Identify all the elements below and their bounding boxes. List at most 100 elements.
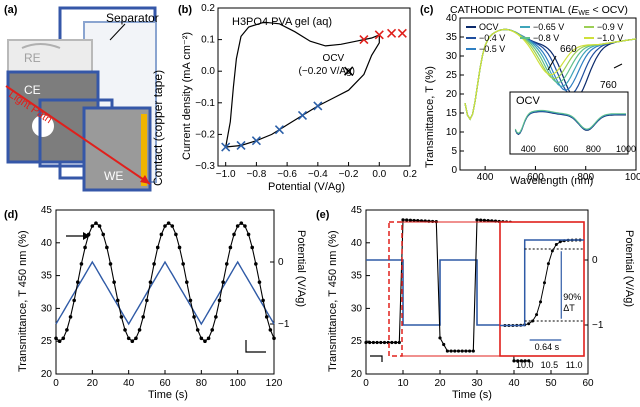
x-tick-label: 20 xyxy=(87,378,99,389)
y-tick-label: 45 xyxy=(351,205,363,216)
panel-b-axes: −1.0 −0.8 −0.6 −0.4 −0.2 0.0 0.2 −0.3 −0.2 −0.1 0.… xyxy=(195,3,417,180)
transmittance-step-point xyxy=(431,219,435,224)
inset-spectrum xyxy=(514,110,626,135)
left-axis-arrow-e xyxy=(370,355,383,362)
transmittance-point xyxy=(177,245,182,250)
zoom-region xyxy=(388,221,403,357)
spectra-series xyxy=(464,28,637,121)
light-path-arrowhead xyxy=(140,175,150,184)
legend-label: −0.9 V xyxy=(597,22,623,32)
ocv-label: OCV xyxy=(323,53,345,64)
transmittance-step-point xyxy=(390,340,394,345)
inset-x-tick-label: 1000 xyxy=(616,144,636,154)
arrow-660 xyxy=(547,55,557,71)
inset-x-tick-label: 400 xyxy=(521,144,536,154)
re-wire xyxy=(21,43,61,49)
panel-d-ylabel-right: Potential (V/Ag) xyxy=(295,230,307,307)
y-tick-label: 45 xyxy=(41,205,53,216)
transmittance-step-point xyxy=(401,218,405,222)
right-axis-arrow xyxy=(245,340,266,353)
blue-marker xyxy=(221,142,231,152)
y-tick-label: 10 xyxy=(446,127,458,138)
panel-c-inset-frame xyxy=(509,91,629,155)
x-tick-label: 50 xyxy=(545,378,557,389)
transmittance-step-point xyxy=(479,218,483,222)
transmittance-step-point xyxy=(460,349,464,353)
light-path-arrow xyxy=(5,85,151,185)
panel-c-title: CATHODIC POTENTIAL (EWE < OCV) xyxy=(450,4,628,17)
x-tick-label: −0.6 xyxy=(277,169,297,180)
panel-e: (e) 0 10 20 30 40 50 60 20 25 30 35 40 45 0 −1 90%ΔT 0.… xyxy=(316,205,635,401)
y-tick-label: 0 xyxy=(451,165,457,176)
blue-marker xyxy=(297,110,308,121)
transmittance-point xyxy=(264,315,269,319)
transmittance-point xyxy=(254,262,258,266)
x-tick-label: 400 xyxy=(477,172,494,183)
transmittance-point xyxy=(243,224,247,228)
x-tick-label: 800 xyxy=(577,172,594,183)
inset-x-tick-label: 10.5 xyxy=(541,360,559,370)
transmittance-point xyxy=(97,224,102,228)
panel-e-xlabel: Time (s) xyxy=(452,389,492,401)
transmittance-step-point xyxy=(375,340,379,345)
re-label: RE xyxy=(24,51,41,65)
transmittance-point xyxy=(141,315,145,319)
transmittance-point xyxy=(145,298,149,303)
transmittance-point xyxy=(250,245,254,250)
transmittance-point xyxy=(163,224,167,228)
transmittance-step-point xyxy=(527,359,531,363)
y-tick-label: 40 xyxy=(41,238,53,249)
transmittance-step-point xyxy=(368,340,372,345)
legend-label: −0.8 V xyxy=(533,33,559,43)
y-tick-label: 25 xyxy=(41,336,53,347)
x-tick-label: 0.0 xyxy=(372,169,386,180)
separator-label: Separator xyxy=(106,11,159,25)
inset-x-tick-label: 10.0 xyxy=(516,360,534,370)
transmittance-point xyxy=(94,221,98,225)
panel-e-ylabel: Transmittance, T 450 nm (%) xyxy=(327,230,339,372)
panel-c-ylabel: Transmittance, T (%) xyxy=(424,66,436,168)
panel-e-label: (e) xyxy=(316,209,330,221)
transmittance-step-point xyxy=(445,349,449,353)
y-tick-label: 15 xyxy=(446,108,458,119)
ce-window xyxy=(32,115,54,137)
panel-c-label: (c) xyxy=(420,4,434,16)
separator-pointer xyxy=(109,23,126,41)
transmittance-point xyxy=(199,336,204,341)
left-axis-arrowhead xyxy=(83,232,90,240)
panel-d-label: (d) xyxy=(4,209,18,221)
x-tick-label: −0.8 xyxy=(247,169,267,180)
x-tick-label: 120 xyxy=(266,378,283,389)
transmittance-step-point xyxy=(364,340,368,345)
transmittance-point xyxy=(68,315,73,319)
delta-t-symbol: ΔT xyxy=(563,303,575,313)
transmittance-point xyxy=(174,232,178,237)
transmittance-point xyxy=(65,328,69,332)
transmittance-point xyxy=(54,336,58,341)
transmittance-point xyxy=(224,262,229,266)
we-label: WE xyxy=(104,169,123,183)
transmittance-step-point xyxy=(382,340,387,345)
transmittance-point xyxy=(214,315,218,319)
panel-b-ylabel: Current density (mA cm⁻²) xyxy=(181,32,193,160)
x-tick-label: 600 xyxy=(527,172,544,183)
transmittance-step-point xyxy=(482,218,486,222)
transmittance-point xyxy=(101,232,106,237)
y-tick-label: 40 xyxy=(351,238,363,249)
y-tick-label: 20 xyxy=(41,369,53,380)
inset-x-tick-label: 600 xyxy=(553,144,568,154)
red-marker xyxy=(387,28,397,38)
y-tick-label: 25 xyxy=(446,70,458,81)
x-tick-label: 1000 xyxy=(625,172,640,183)
time-label: 0.64 s xyxy=(535,342,560,352)
copper-tape xyxy=(141,114,147,186)
legend-label: OCV xyxy=(479,22,499,32)
cv-markers xyxy=(221,28,407,152)
transmittance-point xyxy=(79,262,84,266)
inset-x-tick-label: 11.0 xyxy=(566,360,583,370)
blue-marker xyxy=(313,101,323,111)
x-tick-label: −0.4 xyxy=(308,169,328,180)
panel-c-axes: 400 600 800 1000 0 5 10 15 20 25 30 35 40 xyxy=(446,13,640,183)
